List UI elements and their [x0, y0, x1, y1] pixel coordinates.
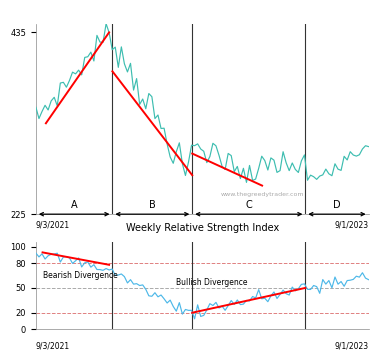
Text: D: D: [333, 200, 341, 210]
Text: A: A: [71, 200, 77, 210]
Text: 9/1/2023: 9/1/2023: [335, 221, 369, 230]
Text: C: C: [245, 200, 252, 210]
Text: ACN: Accenture plc: ACN: Accenture plc: [5, 6, 139, 18]
Text: Bullish Divergence: Bullish Divergence: [176, 278, 247, 287]
Text: www.thegreedytrader.com: www.thegreedytrader.com: [220, 192, 304, 197]
Text: B: B: [149, 200, 156, 210]
Text: Bearish Divergence: Bearish Divergence: [43, 271, 117, 280]
Text: 9/3/2021: 9/3/2021: [36, 341, 70, 350]
Text: 9/1/2023: 9/1/2023: [335, 341, 369, 350]
Text: 9/3/2021: 9/3/2021: [36, 221, 70, 230]
Text: Weekly Relative Strength Index: Weekly Relative Strength Index: [125, 223, 279, 233]
